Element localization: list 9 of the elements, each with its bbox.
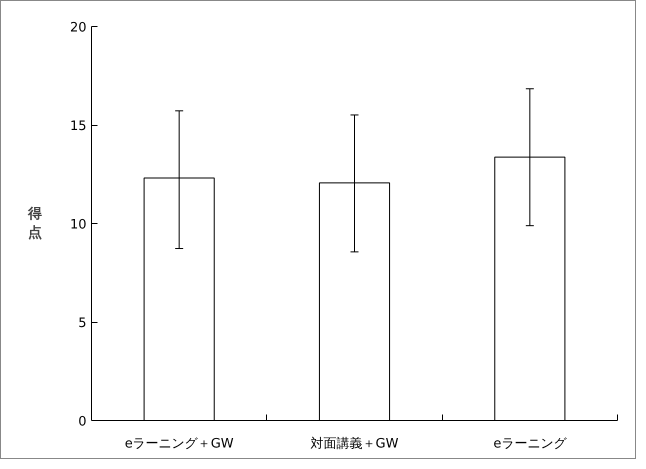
y-tick-label: 10 [70,218,87,232]
y-tick-label: 15 [70,119,87,134]
x-tick-label: 対面講義＋GW [310,436,399,452]
y-axis-title: 得点 [26,206,42,242]
y-tick-label: 5 [78,316,87,331]
y-tick-label: 20 [70,20,87,36]
x-tick-label: eラーニング [493,436,568,452]
y-tick-label: 0 [78,414,87,430]
x-tick-label: eラーニング＋GW [124,436,234,452]
